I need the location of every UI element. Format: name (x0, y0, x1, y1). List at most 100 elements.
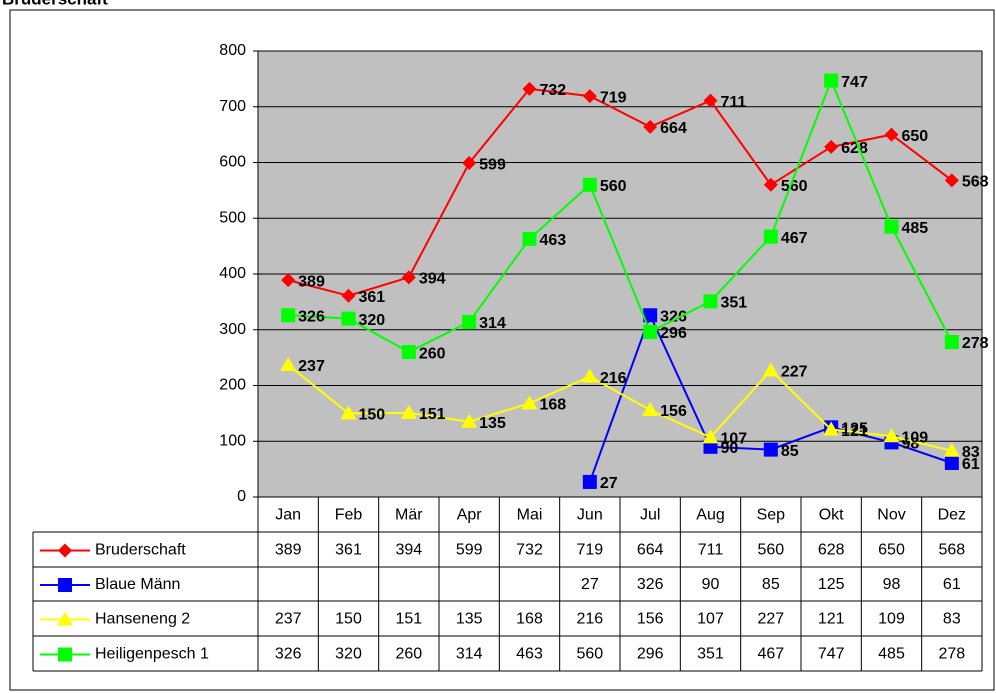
marker (401, 270, 416, 285)
marker (58, 543, 72, 558)
table-cell: 125 (818, 576, 845, 593)
marker (884, 219, 899, 234)
marker (341, 288, 356, 303)
y-tick-label: 300 (219, 321, 246, 338)
table-cell: 560 (757, 542, 784, 559)
marker (643, 119, 658, 134)
x-tick-label: Jan (275, 507, 301, 524)
table-cell: 107 (697, 611, 724, 628)
data-label: 237 (298, 358, 325, 375)
legend-label: Blaue Männ (95, 576, 180, 593)
data-label: 260 (419, 345, 446, 362)
table-cell: 27 (581, 576, 599, 593)
data-label: 650 (902, 128, 929, 145)
marker (643, 308, 658, 323)
legend-label: Bruderschaft (95, 542, 186, 559)
series-line (287, 87, 953, 297)
marker (582, 474, 597, 489)
table-cell: 394 (395, 542, 422, 559)
table-cell: 90 (702, 576, 720, 593)
data-label: 227 (781, 364, 808, 381)
marker (702, 429, 719, 444)
data-label: 156 (660, 403, 687, 420)
data-label: 168 (540, 397, 567, 414)
marker (944, 173, 959, 188)
marker (581, 368, 598, 383)
table-cell: 719 (576, 542, 603, 559)
data-label: 326 (298, 308, 325, 325)
table-cell: 485 (878, 646, 905, 663)
table-cell: 568 (938, 542, 965, 559)
marker (341, 311, 356, 326)
marker (461, 413, 478, 428)
table-cell: 463 (516, 646, 543, 663)
table-cell: 664 (637, 542, 664, 559)
table-cell: 237 (275, 611, 302, 628)
data-label: 467 (781, 230, 808, 247)
y-tick-label: 500 (219, 209, 246, 226)
data-label: 83 (962, 444, 980, 461)
table-cell: 168 (516, 611, 543, 628)
table-cell: 260 (395, 646, 422, 663)
y-tick-label: 700 (219, 98, 246, 115)
marker (944, 455, 959, 470)
data-label: 485 (902, 220, 929, 237)
table-cell: 650 (878, 542, 905, 559)
x-tick-label: Okt (819, 507, 844, 524)
table-cell: 216 (576, 611, 603, 628)
data-label: 599 (479, 156, 506, 173)
data-label: 107 (721, 431, 748, 448)
marker (824, 73, 839, 88)
marker (943, 442, 960, 457)
data-label: 151 (419, 406, 446, 423)
y-tick-label: 100 (219, 432, 246, 449)
marker (582, 177, 597, 192)
marker (763, 442, 778, 457)
marker (281, 273, 296, 288)
legend-label: Hanseneng 2 (95, 611, 190, 628)
marker (462, 156, 477, 171)
marker (883, 428, 900, 443)
table-cell: 599 (456, 542, 483, 559)
series-line (288, 77, 953, 354)
data-label: 568 (962, 174, 989, 191)
data-label: 320 (359, 312, 386, 329)
marker (401, 345, 416, 360)
data-label: 719 (600, 89, 627, 106)
data-label: 394 (419, 271, 446, 288)
marker (824, 139, 839, 154)
table-cell: 227 (757, 611, 784, 628)
series-line (287, 364, 953, 452)
table-cell: 560 (576, 646, 603, 663)
data-label: 121 (841, 423, 868, 440)
table-cell: 711 (698, 542, 724, 559)
data-label: 351 (721, 295, 748, 312)
data-label: 732 (540, 82, 567, 99)
table-cell: 747 (818, 646, 845, 663)
data-label: 628 (841, 140, 868, 157)
marker (582, 89, 597, 104)
marker (642, 402, 659, 417)
data-label: 314 (479, 315, 506, 332)
marker (762, 362, 779, 377)
marker (944, 335, 959, 350)
table-cell: 150 (335, 611, 362, 628)
table-cell: 732 (516, 542, 543, 559)
marker (340, 405, 357, 420)
table-cell: 85 (762, 576, 780, 593)
y-tick-label: 400 (219, 265, 246, 282)
data-label: 747 (841, 74, 868, 91)
x-tick-label: Sep (757, 507, 786, 524)
table-cell: 156 (637, 611, 664, 628)
table-cell: 389 (275, 542, 302, 559)
marker (884, 127, 899, 142)
data-label: 664 (660, 120, 687, 137)
data-label: 389 (298, 273, 325, 290)
data-label: 326 (660, 308, 687, 325)
data-label: 150 (359, 407, 386, 424)
marker (57, 611, 73, 626)
x-tick-label: Jun (577, 507, 603, 524)
marker (58, 578, 72, 592)
data-label: 109 (902, 429, 929, 446)
